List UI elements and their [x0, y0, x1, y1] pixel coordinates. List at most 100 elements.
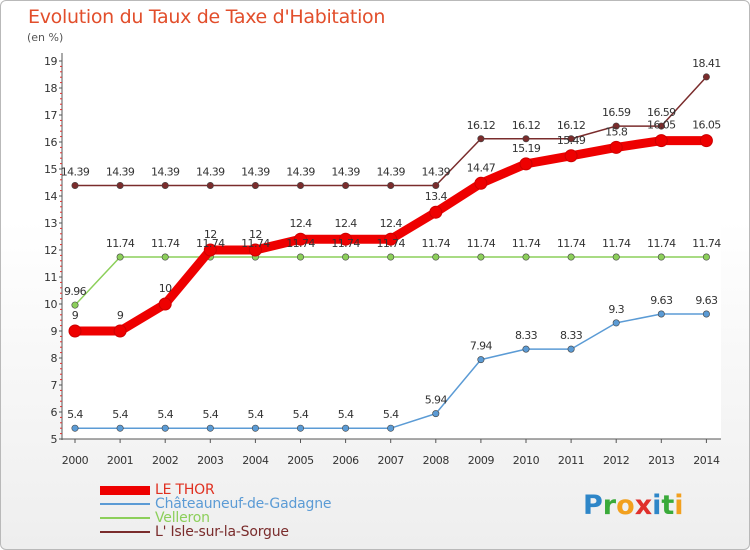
data-point-l-isle-sur-la-sorgue — [567, 135, 575, 143]
legend-swatch — [100, 486, 150, 495]
data-point-ch-teauneuf-de-gadagne — [116, 424, 124, 432]
data-point-ch-teauneuf-de-gadagne — [161, 424, 169, 432]
data-point-l-isle-sur-la-sorgue — [522, 135, 530, 143]
y-tick-label: 10 — [44, 298, 57, 311]
data-label-l-isle-sur-la-sorgue: 16.12 — [467, 119, 496, 132]
chart-title: Evolution du Taux de Taxe d'Habitation — [28, 6, 386, 28]
data-label-l-isle-sur-la-sorgue: 18.41 — [692, 57, 721, 70]
data-label-velleron: 11.74 — [422, 237, 451, 250]
logo-letter: P — [583, 490, 603, 521]
data-label-le-thor: 12.4 — [380, 217, 403, 230]
data-label-l-isle-sur-la-sorgue: 14.39 — [331, 165, 360, 178]
data-point-l-isle-sur-la-sorgue — [71, 181, 79, 189]
x-tick-label: 2001 — [107, 454, 133, 467]
data-point-le-thor — [248, 243, 262, 257]
data-point-le-thor — [384, 232, 398, 246]
data-label-l-isle-sur-la-sorgue: 16.59 — [647, 106, 676, 119]
data-label-l-isle-sur-la-sorgue: 16.59 — [602, 106, 631, 119]
y-axis-unit-label: (en %) — [27, 31, 64, 44]
data-point-le-thor — [609, 140, 623, 154]
data-point-l-isle-sur-la-sorgue — [161, 181, 169, 189]
legend-label: L' Isle-sur-la-Sorgue — [155, 524, 289, 540]
y-tick-label: 5 — [51, 433, 58, 446]
data-label-l-isle-sur-la-sorgue: 14.39 — [151, 165, 180, 178]
data-point-ch-teauneuf-de-gadagne — [206, 424, 214, 432]
y-tick-label: 9 — [51, 325, 58, 338]
x-tick-label: 2009 — [468, 454, 495, 467]
data-point-le-thor — [294, 232, 307, 246]
data-label-l-isle-sur-la-sorgue: 14.39 — [106, 165, 135, 178]
data-point-le-thor — [519, 157, 533, 171]
data-label-le-thor: 14.47 — [467, 161, 496, 174]
data-label-ch-teauneuf-de-gadagne: 5.4 — [338, 408, 354, 421]
logo-letter: r — [602, 490, 617, 521]
data-point-velleron — [612, 253, 620, 261]
data-point-ch-teauneuf-de-gadagne — [567, 345, 575, 353]
data-label-velleron: 11.74 — [647, 237, 676, 250]
data-point-ch-teauneuf-de-gadagne — [71, 424, 79, 432]
data-point-velleron — [567, 253, 575, 261]
data-point-velleron — [477, 253, 485, 261]
legend-label: LE THOR — [155, 482, 215, 498]
data-label-velleron: 11.74 — [151, 237, 180, 250]
data-point-ch-teauneuf-de-gadagne — [387, 424, 395, 432]
data-label-ch-teauneuf-de-gadagne: 9.63 — [695, 294, 718, 307]
data-label-le-thor: 9 — [117, 309, 124, 322]
data-label-l-isle-sur-la-sorgue: 14.39 — [196, 165, 225, 178]
data-label-ch-teauneuf-de-gadagne: 5.4 — [383, 408, 399, 421]
y-tick-label: 8 — [51, 352, 58, 365]
x-tick-label: 2011 — [558, 454, 584, 467]
data-point-l-isle-sur-la-sorgue — [387, 181, 395, 189]
data-point-l-isle-sur-la-sorgue — [612, 122, 620, 130]
data-label-ch-teauneuf-de-gadagne: 5.4 — [248, 408, 264, 421]
data-label-ch-teauneuf-de-gadagne: 9.3 — [608, 303, 624, 316]
x-tick-label: 2008 — [423, 454, 450, 467]
data-label-le-thor: 12.4 — [289, 217, 312, 230]
data-point-velleron — [387, 253, 395, 261]
x-tick-label: 2000 — [62, 454, 89, 467]
logo-letter: t — [661, 490, 675, 521]
data-label-le-thor: 16.05 — [647, 119, 676, 132]
x-tick-label: 2013 — [648, 454, 675, 467]
legend-label: Velleron — [155, 510, 210, 526]
data-point-le-thor — [158, 297, 172, 311]
x-tick-label: 2010 — [513, 454, 540, 467]
plot-area — [62, 53, 721, 439]
data-point-velleron — [432, 253, 440, 261]
data-point-l-isle-sur-la-sorgue — [116, 181, 124, 189]
data-point-le-thor — [113, 324, 127, 338]
data-label-le-thor: 10 — [159, 282, 172, 295]
data-point-ch-teauneuf-de-gadagne — [702, 310, 710, 318]
data-label-ch-teauneuf-de-gadagne: 5.94 — [425, 394, 448, 407]
legend-swatch — [100, 531, 150, 533]
data-point-le-thor — [68, 324, 82, 338]
x-tick-label: 2012 — [603, 454, 629, 467]
chart-legend: LE THOR Châteauneuf-de-Gadagne Velleron L' … — [100, 483, 380, 539]
data-label-velleron: 11.74 — [286, 237, 315, 250]
data-point-le-thor — [339, 232, 353, 246]
data-label-velleron: 11.74 — [376, 237, 405, 250]
x-tick-label: 2014 — [693, 454, 720, 467]
legend-item-velleron: Velleron — [100, 511, 380, 525]
data-label-l-isle-sur-la-sorgue: 14.39 — [376, 165, 405, 178]
y-tick-label: 17 — [44, 109, 57, 122]
x-tick-label: 2003 — [197, 454, 224, 467]
data-label-le-thor: 15.49 — [557, 134, 586, 147]
data-point-le-thor — [203, 243, 217, 257]
data-point-ch-teauneuf-de-gadagne — [657, 310, 665, 318]
y-tick-label: 16 — [44, 136, 57, 149]
data-point-l-isle-sur-la-sorgue — [206, 181, 214, 189]
data-point-l-isle-sur-la-sorgue — [477, 135, 485, 143]
x-tick-label: 2002 — [152, 454, 178, 467]
data-label-ch-teauneuf-de-gadagne: 8.33 — [560, 329, 583, 342]
data-point-l-isle-sur-la-sorgue — [251, 181, 259, 189]
data-label-velleron: 11.74 — [241, 237, 270, 250]
data-point-velleron — [161, 253, 169, 261]
data-point-velleron — [116, 253, 124, 261]
x-tick-label: 2007 — [377, 454, 404, 467]
data-label-l-isle-sur-la-sorgue: 14.39 — [286, 165, 315, 178]
legend-label: Châteauneuf-de-Gadagne — [155, 496, 332, 512]
y-tick-label: 19 — [44, 55, 57, 68]
y-tick-label: 11 — [44, 271, 57, 284]
